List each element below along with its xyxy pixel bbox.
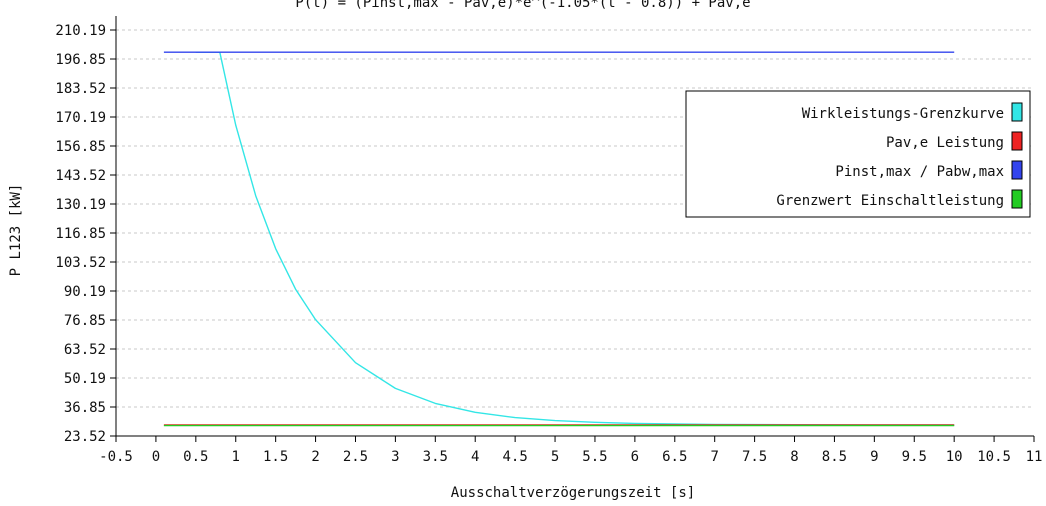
y-tick-label: 130.19 <box>55 197 106 213</box>
x-tick-label: 4 <box>471 449 479 465</box>
legend-label: Wirkleistungs-Grenzkurve <box>802 106 1004 122</box>
y-tick-label: 170.19 <box>55 110 106 126</box>
chart-title: P(t) = (Pinst,max - Pav,e)*e^(-1.05*(t -… <box>295 0 750 11</box>
x-tick-label: 10.5 <box>977 449 1011 465</box>
x-tick-label: 6 <box>631 449 639 465</box>
y-tick-label: 116.85 <box>55 226 106 242</box>
y-tick-label: 196.85 <box>55 52 106 68</box>
legend-swatch <box>1011 131 1023 151</box>
y-tick-label: 36.85 <box>64 400 106 416</box>
x-tick-label: 2.5 <box>343 449 368 465</box>
x-tick-label: 0.5 <box>183 449 208 465</box>
x-tick-label: 2 <box>311 449 319 465</box>
x-tick-label: 9.5 <box>902 449 927 465</box>
x-tick-label: 3 <box>391 449 399 465</box>
legend-swatch <box>1011 160 1023 180</box>
x-tick-label: 7 <box>710 449 718 465</box>
y-tick-label: 143.52 <box>55 168 106 184</box>
x-tick-label: 0 <box>152 449 160 465</box>
y-tick-label: 90.19 <box>64 284 106 300</box>
y-tick-label: 183.52 <box>55 81 106 97</box>
y-tick-label: 210.19 <box>55 23 106 39</box>
legend-label: Pinst,max / Pabw,max <box>835 164 1004 180</box>
legend-label: Grenzwert Einschaltleistung <box>776 193 1004 209</box>
x-tick-label: 8.5 <box>822 449 847 465</box>
x-tick-label: 10 <box>946 449 963 465</box>
x-tick-label: 3.5 <box>423 449 448 465</box>
y-axis-title: P L123 [kW] <box>8 184 24 277</box>
y-tick-label: 23.52 <box>64 429 106 445</box>
legend-label: Pav,e Leistung <box>886 135 1004 151</box>
legend-swatch <box>1011 102 1023 122</box>
x-tick-label: 4.5 <box>502 449 527 465</box>
x-tick-label: 1 <box>232 449 240 465</box>
x-tick-label: 6.5 <box>662 449 687 465</box>
x-tick-label: 5.5 <box>582 449 607 465</box>
y-tick-label: 156.85 <box>55 139 106 155</box>
x-tick-label: 5 <box>551 449 559 465</box>
y-tick-label: 63.52 <box>64 342 106 358</box>
y-tick-label: 103.52 <box>55 255 106 271</box>
legend-box <box>685 90 1031 218</box>
y-tick-label: 50.19 <box>64 371 106 387</box>
x-tick-label: 9 <box>870 449 878 465</box>
x-tick-label: 7.5 <box>742 449 767 465</box>
y-tick-label: 76.85 <box>64 313 106 329</box>
x-tick-label: 8 <box>790 449 798 465</box>
x-axis-title: Ausschaltverzögerungszeit [s] <box>451 485 695 501</box>
x-tick-label: 11 <box>1026 449 1043 465</box>
x-tick-label: -0.5 <box>99 449 133 465</box>
x-tick-label: 1.5 <box>263 449 288 465</box>
legend-swatch <box>1011 189 1023 209</box>
